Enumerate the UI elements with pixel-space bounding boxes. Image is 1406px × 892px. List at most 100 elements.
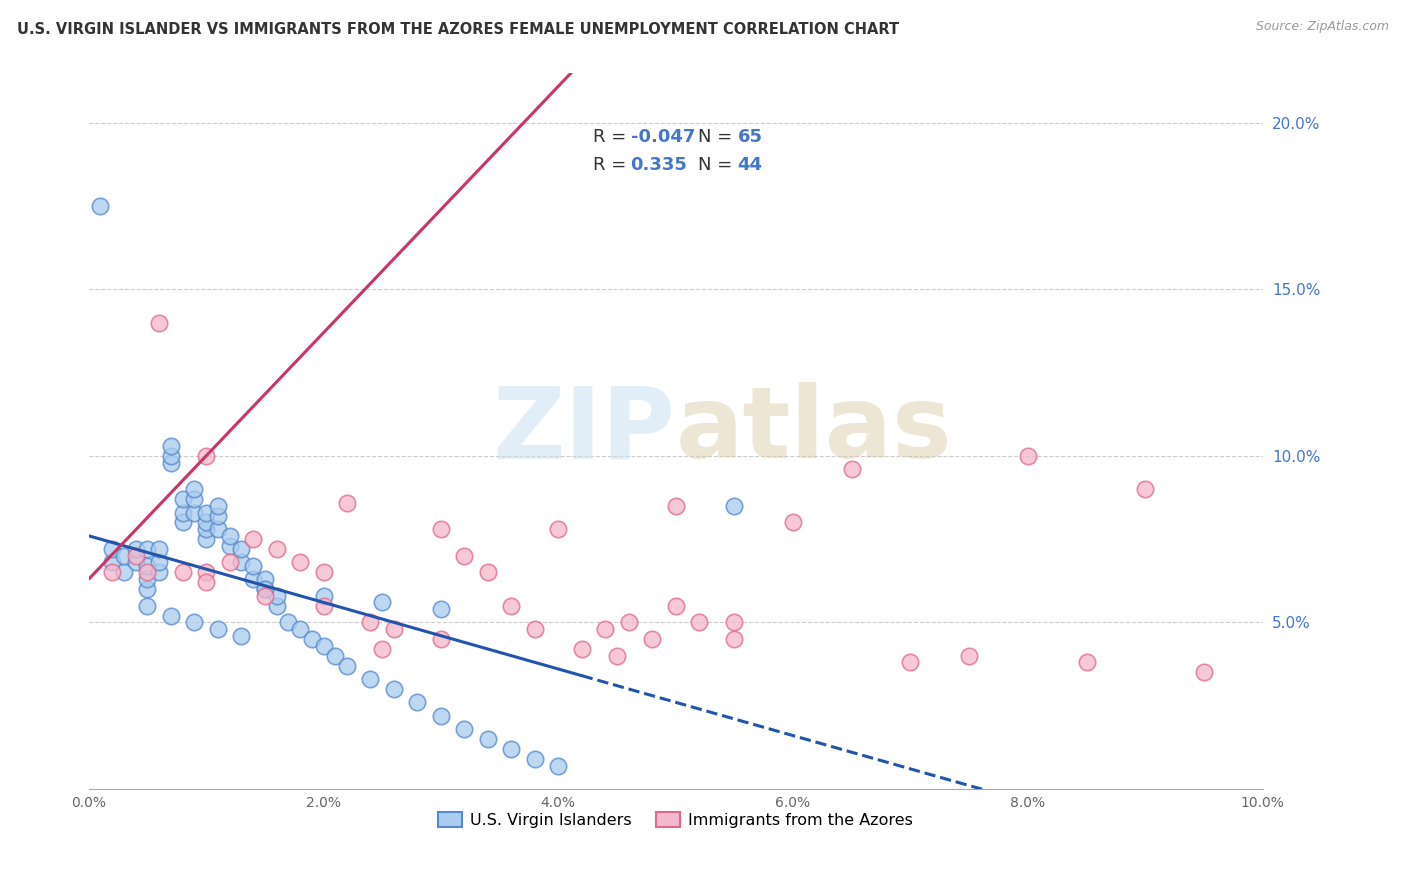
Text: N =: N =: [697, 128, 738, 145]
Text: atlas: atlas: [676, 383, 952, 479]
Point: [1135, 482, 1157, 496]
Point: [900, 656, 922, 670]
Point: [359, 615, 381, 630]
Point: [253, 582, 276, 596]
Point: [523, 752, 546, 766]
Point: [207, 508, 229, 523]
Point: [723, 632, 745, 646]
Point: [172, 492, 194, 507]
Point: [430, 632, 453, 646]
Point: [641, 632, 664, 646]
Point: [172, 516, 194, 530]
Point: [231, 542, 253, 557]
Point: [160, 608, 183, 623]
Point: [253, 582, 276, 596]
Text: U.S. VIRGIN ISLANDER VS IMMIGRANTS FROM THE AZORES FEMALE UNEMPLOYMENT CORRELATI: U.S. VIRGIN ISLANDER VS IMMIGRANTS FROM …: [17, 22, 898, 37]
Point: [195, 566, 218, 580]
Point: [136, 566, 159, 580]
Point: [195, 516, 218, 530]
Point: [1192, 665, 1215, 680]
Point: [688, 615, 710, 630]
Point: [723, 499, 745, 513]
Text: Source: ZipAtlas.com: Source: ZipAtlas.com: [1256, 20, 1389, 33]
Point: [371, 595, 394, 609]
Point: [382, 681, 405, 696]
Point: [301, 632, 323, 646]
Point: [571, 642, 593, 657]
Point: [231, 556, 253, 570]
Point: [453, 722, 475, 736]
Point: [477, 731, 499, 746]
Point: [288, 622, 311, 636]
Point: [336, 658, 359, 673]
Point: [782, 516, 804, 530]
Point: [160, 449, 183, 463]
Point: [101, 556, 124, 570]
Point: [523, 622, 546, 636]
Point: [266, 599, 288, 613]
Text: R =: R =: [592, 128, 631, 145]
Point: [112, 566, 135, 580]
Point: [547, 522, 569, 536]
Point: [125, 556, 148, 570]
Point: [231, 629, 253, 643]
Point: [1017, 449, 1039, 463]
Point: [382, 622, 405, 636]
Point: [207, 622, 229, 636]
Point: [148, 566, 170, 580]
Text: -0.047: -0.047: [630, 128, 695, 145]
Point: [136, 599, 159, 613]
Point: [112, 549, 135, 563]
Point: [183, 482, 205, 496]
Point: [430, 602, 453, 616]
Point: [593, 622, 616, 636]
Point: [371, 642, 394, 657]
Point: [312, 566, 335, 580]
Point: [957, 648, 980, 663]
Point: [359, 672, 381, 686]
Point: [501, 599, 523, 613]
Point: [136, 542, 159, 557]
Point: [453, 549, 475, 563]
Point: [160, 456, 183, 470]
Point: [1076, 656, 1098, 670]
Point: [148, 542, 170, 557]
Point: [89, 199, 111, 213]
Point: [547, 758, 569, 772]
Point: [218, 539, 240, 553]
Text: ZIP: ZIP: [492, 383, 676, 479]
Point: [477, 566, 499, 580]
Point: [665, 499, 688, 513]
Point: [606, 648, 628, 663]
Point: [148, 316, 170, 330]
Point: [218, 529, 240, 543]
Point: [183, 615, 205, 630]
Point: [253, 572, 276, 586]
Point: [406, 695, 429, 709]
Point: [617, 615, 640, 630]
Point: [336, 495, 359, 509]
Point: [665, 599, 688, 613]
Point: [288, 556, 311, 570]
Legend: U.S. Virgin Islanders, Immigrants from the Azores: U.S. Virgin Islanders, Immigrants from t…: [432, 805, 920, 835]
Point: [218, 556, 240, 570]
Text: R =: R =: [592, 155, 637, 174]
Text: 0.335: 0.335: [630, 155, 688, 174]
Point: [253, 589, 276, 603]
Point: [195, 575, 218, 590]
Point: [195, 532, 218, 546]
Point: [195, 506, 218, 520]
Point: [172, 506, 194, 520]
Point: [312, 599, 335, 613]
Point: [312, 639, 335, 653]
Point: [841, 462, 863, 476]
Point: [312, 589, 335, 603]
Point: [266, 542, 288, 557]
Point: [125, 542, 148, 557]
Point: [125, 549, 148, 563]
Point: [242, 558, 264, 573]
Point: [723, 615, 745, 630]
Point: [172, 566, 194, 580]
Point: [195, 522, 218, 536]
Point: [183, 492, 205, 507]
